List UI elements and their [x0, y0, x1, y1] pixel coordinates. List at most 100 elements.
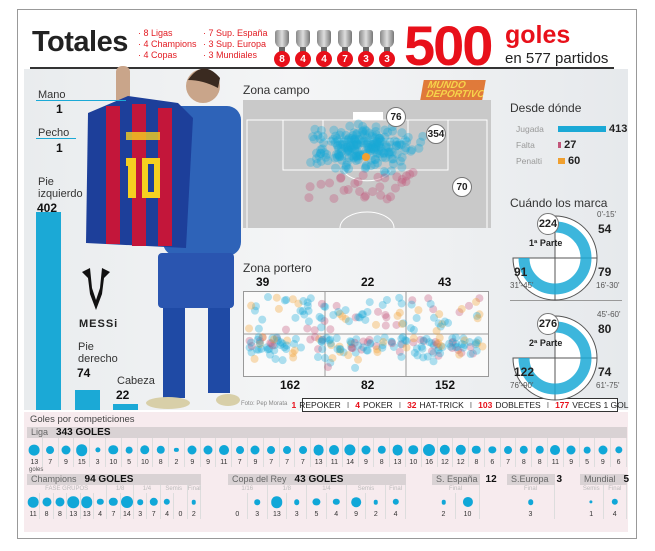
goal-dot [318, 132, 328, 142]
goal-dot [395, 347, 404, 356]
goals-value: 9 [206, 459, 211, 466]
goal-dot [396, 140, 406, 150]
goal-dot [370, 160, 380, 170]
goal-dot [436, 322, 445, 331]
goal-dot [247, 338, 256, 347]
trophy-icon: 3 [356, 26, 376, 68]
goal-dot [460, 341, 469, 350]
goal-dot [290, 346, 299, 355]
goal-dot [354, 341, 363, 350]
goals-value: 13 [393, 459, 402, 466]
goal-dot [380, 333, 389, 342]
competition-total: 43 GOLES [294, 474, 344, 485]
goal-dot [313, 353, 322, 362]
goals-dot [598, 445, 608, 455]
goals-dot [250, 445, 260, 455]
round-label: Semis [161, 485, 188, 493]
goal-dot [401, 143, 411, 153]
goal-dot [387, 154, 397, 164]
goal-dot [459, 334, 468, 343]
goal-dot [366, 161, 376, 171]
goal-dot [389, 342, 398, 351]
goal-dot [310, 326, 319, 335]
period-value: 54 [598, 222, 612, 236]
goal-dot [406, 146, 416, 156]
goal-dot [329, 193, 339, 203]
goal-dot [457, 340, 466, 349]
goal-dot [351, 137, 361, 147]
match-cell: 13 [390, 438, 406, 467]
goal-dot [397, 319, 406, 328]
goal-dot [397, 340, 406, 349]
match-cell: 7 [295, 438, 312, 467]
trophy-count: 8 [274, 51, 290, 67]
goal-dot [305, 182, 315, 192]
goal-dot [437, 342, 446, 351]
goal-dot [399, 319, 408, 328]
records-box: 1 REPOKER I 4 POKER I 32 HAT-TRICK I 103 DOBLETES I… [292, 398, 628, 412]
desde-label: Falta [516, 140, 535, 150]
goal-dot [341, 315, 350, 324]
goal-dot [247, 348, 256, 357]
goal-dot [334, 144, 344, 154]
goal-dot [344, 133, 354, 143]
goal-dot [451, 333, 460, 342]
goal-dot [262, 343, 271, 352]
match-cell: 9 [595, 438, 612, 467]
goal-dot [392, 320, 401, 329]
match-cell: 12 [453, 438, 470, 467]
goal-dot [339, 348, 348, 357]
goal-dot [464, 301, 473, 310]
goal-dot [358, 126, 368, 136]
competition-total: 343 GOLES [56, 427, 111, 438]
goal-dot [253, 335, 262, 344]
goals-dot [313, 444, 324, 456]
cabeza-value: 22 [116, 388, 130, 402]
goal-dot [455, 350, 464, 359]
goals-value: 7 [151, 511, 156, 518]
goal-dot [402, 336, 411, 345]
goals-value: 0 [178, 511, 183, 518]
goal-dot [378, 300, 387, 309]
trophy-count: 4 [295, 51, 311, 67]
goal-dot [335, 345, 344, 354]
goals-dot [80, 496, 93, 508]
goal-dot [332, 334, 341, 343]
goal-dot [349, 128, 359, 138]
goals-dot [42, 497, 52, 507]
goal-dot [326, 325, 335, 334]
goals-dot [583, 446, 591, 454]
goal-dot [359, 337, 368, 346]
match-cell: 4 [327, 493, 347, 519]
header-divider [30, 67, 614, 69]
match-cell: 9 [359, 438, 375, 467]
record-label: POKER [362, 400, 393, 410]
goals-value: 15 [77, 459, 86, 466]
goal-dot [385, 147, 395, 157]
goal-dot [460, 336, 469, 345]
goal-dot [353, 155, 363, 165]
goal-dot [348, 343, 357, 352]
goal-dot [318, 335, 327, 344]
goals-dot [351, 497, 361, 507]
cabeza-label: Cabeza [117, 375, 155, 387]
match-cell: 4 [94, 493, 108, 519]
goal-dot [368, 144, 378, 154]
goal-dot [250, 306, 259, 315]
goal-dot [376, 135, 386, 145]
goal-dot [273, 336, 282, 345]
match-cell: 0 [174, 493, 188, 519]
goal-dot [317, 337, 326, 346]
zona-portero-goal [243, 291, 489, 377]
match-cell: 13 [80, 493, 94, 519]
goal-dot [316, 149, 326, 159]
pie-derecho-bar [75, 389, 100, 410]
goal-dot [409, 334, 418, 343]
goal-dot [388, 126, 398, 136]
goal-dot [401, 177, 411, 187]
goal-dot [320, 316, 329, 325]
goal-dot [325, 336, 334, 345]
goal-dot [382, 194, 392, 204]
goal-dot [445, 339, 454, 348]
goal-dot [348, 140, 358, 150]
